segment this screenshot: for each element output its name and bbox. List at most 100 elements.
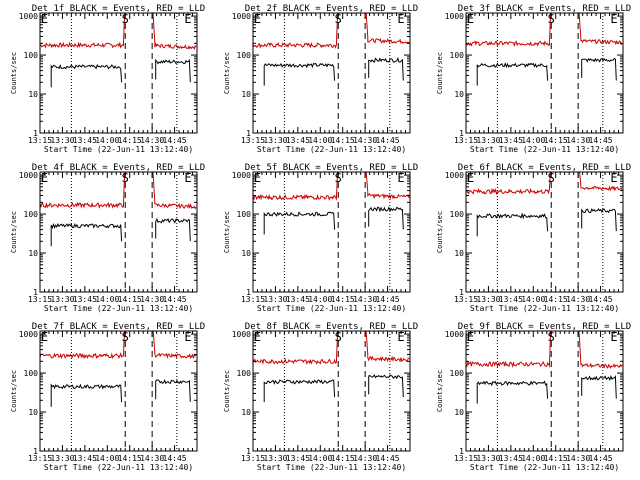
x-tick-label: 14:00	[308, 136, 332, 145]
x-tick-label: 13:45	[286, 454, 310, 463]
panel-title: Det 2f BLACK = Events, RED = LLD	[245, 4, 418, 14]
x-tick-label: 13:45	[73, 136, 97, 145]
marker-label: E	[610, 330, 617, 344]
x-tick-label: 14:45	[589, 454, 613, 463]
marker-label: E	[467, 171, 474, 185]
y-tick-label: 1	[459, 129, 464, 138]
events-series	[50, 217, 191, 247]
lld-series	[40, 13, 197, 51]
marker-label: E	[397, 330, 404, 344]
x-tick-label: 14:45	[163, 295, 187, 304]
y-tick-label: 1000	[232, 330, 251, 339]
marker-label: E	[41, 12, 48, 26]
x-tick-label: 14:15	[544, 136, 568, 145]
x-tick-label: 14:30	[566, 295, 590, 304]
marker-label: E	[184, 171, 191, 185]
y-tick-label: 10	[454, 408, 464, 417]
y-tick-label: 1000	[19, 171, 38, 180]
marker-label: S	[122, 171, 129, 185]
lld-series	[466, 172, 623, 196]
y-axis-label: Counts/sec	[436, 370, 444, 412]
plot-frame	[39, 12, 198, 134]
plot-frame	[252, 171, 411, 293]
x-tick-label: 13:15	[28, 454, 52, 463]
x-tick-label: 13:15	[241, 136, 265, 145]
x-tick-label: 14:45	[376, 136, 400, 145]
panel-title: Det 3f BLACK = Events, RED = LLD	[458, 4, 631, 14]
x-tick-label: 13:45	[73, 454, 97, 463]
x-tick-label: 13:15	[241, 454, 265, 463]
x-tick-label: 13:45	[499, 295, 523, 304]
panel-title: Det 9f BLACK = Events, RED = LLD	[458, 322, 631, 332]
x-tick-label: 13:45	[286, 136, 310, 145]
data-area	[253, 172, 410, 235]
x-tick-label: 14:45	[376, 454, 400, 463]
marker-label: S	[335, 12, 342, 26]
panel-title: Det 4f BLACK = Events, RED = LLD	[32, 163, 205, 173]
x-axis-label: Start Time (22-Jun-11 13:12:40)	[470, 463, 619, 472]
y-tick-label: 100	[450, 369, 465, 378]
y-tick-label: 10	[28, 90, 38, 99]
y-tick-label: 10	[241, 90, 251, 99]
x-tick-label: 14:00	[521, 136, 545, 145]
x-tick-label: 14:30	[140, 295, 164, 304]
x-tick-label: 14:30	[140, 136, 164, 145]
y-tick-label: 1	[246, 129, 251, 138]
x-axis-label: Start Time (22-Jun-11 13:12:40)	[257, 463, 406, 472]
y-tick-label: 1000	[19, 330, 38, 339]
lld-series	[40, 172, 197, 210]
x-tick-label: 14:30	[566, 136, 590, 145]
data-area	[466, 13, 623, 86]
y-tick-label: 1000	[232, 12, 251, 21]
x-tick-label: 14:00	[521, 454, 545, 463]
marker-label: E	[610, 12, 617, 26]
y-tick-label: 1000	[445, 12, 464, 21]
x-tick-label: 13:45	[73, 295, 97, 304]
marker-label: E	[254, 171, 261, 185]
x-axis-label: Start Time (22-Jun-11 13:12:40)	[44, 304, 193, 313]
marker-label: S	[122, 12, 129, 26]
x-tick-label: 14:45	[589, 136, 613, 145]
x-tick-label: 14:15	[331, 136, 355, 145]
x-tick-label: 13:30	[50, 136, 74, 145]
x-tick-label: 13:15	[28, 295, 52, 304]
y-axis-label: Counts/sec	[10, 52, 18, 94]
y-tick-label: 100	[24, 369, 39, 378]
y-tick-label: 10	[454, 249, 464, 258]
y-axis-label: Counts/sec	[223, 370, 231, 412]
y-tick-label: 10	[454, 90, 464, 99]
y-tick-label: 100	[237, 210, 252, 219]
x-tick-label: 14:00	[95, 136, 119, 145]
x-tick-label: 13:45	[499, 136, 523, 145]
data-area	[40, 331, 197, 407]
x-tick-label: 14:15	[118, 454, 142, 463]
x-tick-label: 14:00	[308, 454, 332, 463]
marker-label: E	[610, 171, 617, 185]
y-axis-label: Counts/sec	[10, 370, 18, 412]
x-tick-label: 14:45	[589, 295, 613, 304]
plot-frame	[252, 12, 411, 134]
panel-title: Det 7f BLACK = Events, RED = LLD	[32, 322, 205, 332]
marker-label: E	[184, 330, 191, 344]
lld-series	[466, 331, 623, 370]
x-tick-label: 14:15	[331, 295, 355, 304]
events-series	[50, 378, 191, 407]
lld-series	[466, 13, 623, 48]
marker-label: S	[548, 171, 555, 185]
plot-frame	[465, 330, 624, 452]
y-tick-label: 100	[24, 210, 39, 219]
data-area	[466, 331, 623, 404]
data-area	[466, 172, 623, 237]
plot-frame	[465, 171, 624, 293]
marker-label: E	[467, 12, 474, 26]
y-tick-label: 1000	[445, 171, 464, 180]
x-tick-label: 14:00	[95, 454, 119, 463]
y-tick-label: 100	[450, 210, 465, 219]
y-tick-label: 1000	[445, 330, 464, 339]
x-tick-label: 13:30	[263, 295, 287, 304]
x-tick-label: 13:30	[50, 295, 74, 304]
